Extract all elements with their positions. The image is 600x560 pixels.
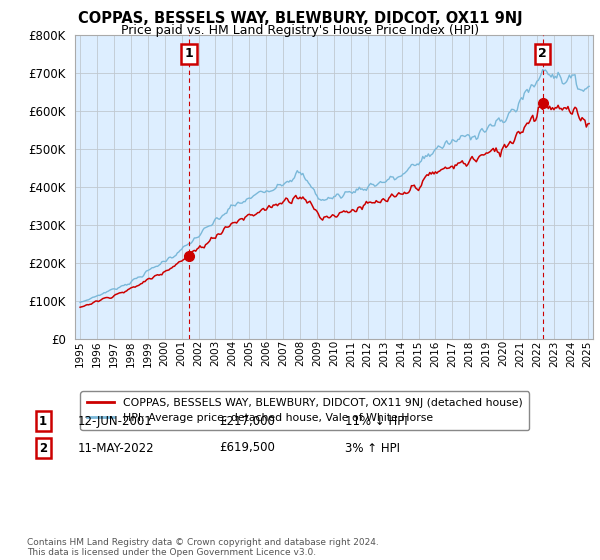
Text: Contains HM Land Registry data © Crown copyright and database right 2024.
This d: Contains HM Land Registry data © Crown c…	[27, 538, 379, 557]
Text: 11-MAY-2022: 11-MAY-2022	[78, 441, 155, 455]
Text: 1: 1	[39, 414, 47, 428]
Text: 11% ↓ HPI: 11% ↓ HPI	[345, 414, 407, 428]
Legend: COPPAS, BESSELS WAY, BLEWBURY, DIDCOT, OX11 9NJ (detached house), HPI: Average p: COPPAS, BESSELS WAY, BLEWBURY, DIDCOT, O…	[80, 391, 529, 430]
Text: Price paid vs. HM Land Registry's House Price Index (HPI): Price paid vs. HM Land Registry's House …	[121, 24, 479, 36]
Text: £217,000: £217,000	[219, 414, 275, 428]
Text: 1: 1	[184, 47, 193, 60]
Text: 2: 2	[538, 47, 547, 60]
Text: £619,500: £619,500	[219, 441, 275, 455]
Text: 12-JUN-2001: 12-JUN-2001	[78, 414, 153, 428]
Text: 2: 2	[39, 441, 47, 455]
Text: COPPAS, BESSELS WAY, BLEWBURY, DIDCOT, OX11 9NJ: COPPAS, BESSELS WAY, BLEWBURY, DIDCOT, O…	[77, 11, 523, 26]
Text: 3% ↑ HPI: 3% ↑ HPI	[345, 441, 400, 455]
